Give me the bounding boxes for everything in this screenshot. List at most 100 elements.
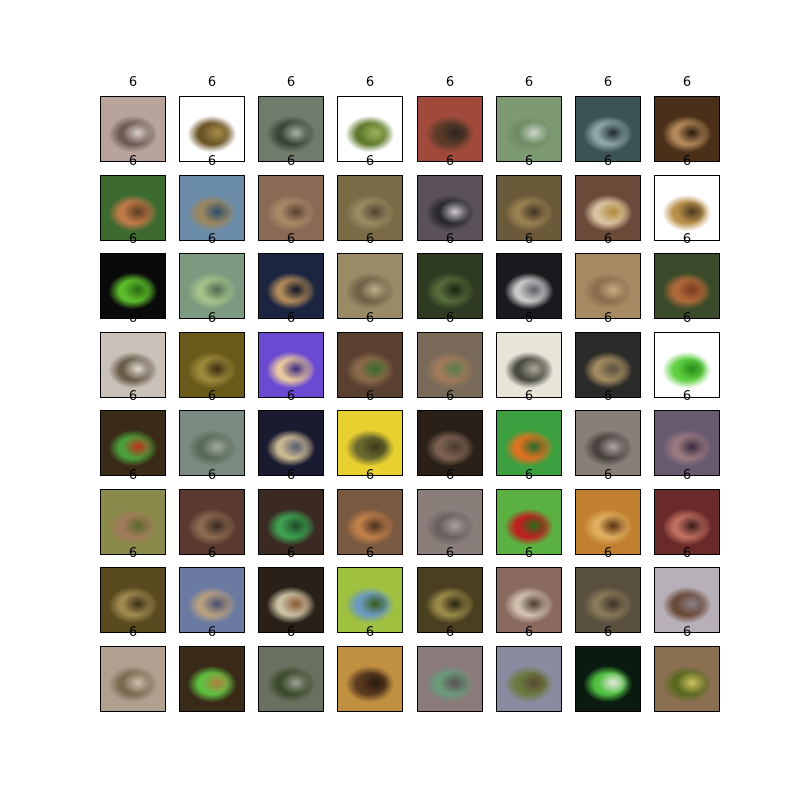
frog-image (258, 646, 324, 712)
frog-image (654, 175, 720, 241)
image-label: 6 (365, 232, 375, 247)
image-label: 6 (286, 232, 296, 247)
image-label: 6 (682, 232, 692, 247)
image-label: 6 (603, 232, 613, 247)
image-label: 6 (682, 75, 692, 90)
frog-image (337, 96, 403, 162)
image-label: 6 (524, 468, 534, 483)
image-label: 6 (365, 75, 375, 90)
image-label: 6 (207, 468, 217, 483)
frog-image (258, 332, 324, 398)
frog-image (100, 175, 166, 241)
image-label: 6 (524, 154, 534, 169)
frog-image (575, 253, 641, 319)
image-label: 6 (603, 154, 613, 169)
frog-image (654, 332, 720, 398)
frog-image (496, 96, 562, 162)
frog-image (337, 410, 403, 476)
frog-image (654, 489, 720, 555)
image-label: 6 (603, 311, 613, 326)
image-label: 6 (207, 311, 217, 326)
image-label: 6 (128, 546, 138, 561)
image-label: 6 (286, 75, 296, 90)
frog-image (417, 410, 483, 476)
frog-image (100, 410, 166, 476)
frog-image (575, 489, 641, 555)
frog-image (417, 253, 483, 319)
frog-image (100, 96, 166, 162)
frog-image (179, 253, 245, 319)
image-label: 6 (128, 625, 138, 640)
image-label: 6 (365, 468, 375, 483)
image-label: 6 (445, 311, 455, 326)
frog-image (654, 410, 720, 476)
frog-image (496, 567, 562, 633)
image-label: 6 (445, 468, 455, 483)
frog-image (100, 253, 166, 319)
frog-image (337, 332, 403, 398)
image-label: 6 (128, 311, 138, 326)
frog-image (496, 175, 562, 241)
image-label: 6 (682, 154, 692, 169)
image-label: 6 (286, 154, 296, 169)
image-label: 6 (365, 311, 375, 326)
image-label: 6 (445, 546, 455, 561)
frog-image (179, 175, 245, 241)
frog-image (258, 567, 324, 633)
frog-image (654, 646, 720, 712)
frog-image (496, 332, 562, 398)
image-label: 6 (524, 75, 534, 90)
image-label: 6 (603, 389, 613, 404)
image-label: 6 (365, 389, 375, 404)
image-label: 6 (524, 546, 534, 561)
frog-image (417, 646, 483, 712)
image-label: 6 (682, 625, 692, 640)
frog-image (417, 489, 483, 555)
frog-image (258, 489, 324, 555)
frog-image (496, 646, 562, 712)
image-label: 6 (286, 311, 296, 326)
frog-image (258, 175, 324, 241)
image-label: 6 (365, 625, 375, 640)
image-label: 6 (286, 389, 296, 404)
frog-image (337, 646, 403, 712)
image-label: 6 (445, 232, 455, 247)
frog-image (417, 567, 483, 633)
frog-image (337, 489, 403, 555)
image-label: 6 (128, 75, 138, 90)
image-label: 6 (445, 389, 455, 404)
image-label: 6 (445, 75, 455, 90)
image-label: 6 (365, 154, 375, 169)
frog-image (179, 410, 245, 476)
frog-image (417, 332, 483, 398)
image-label: 6 (207, 75, 217, 90)
frog-image (337, 253, 403, 319)
image-label: 6 (128, 389, 138, 404)
image-label: 6 (445, 154, 455, 169)
image-label: 6 (603, 75, 613, 90)
image-label: 6 (524, 311, 534, 326)
frog-image (496, 489, 562, 555)
frog-image (100, 567, 166, 633)
image-label: 6 (286, 546, 296, 561)
frog-image (258, 410, 324, 476)
frog-image (337, 175, 403, 241)
image-label: 6 (524, 389, 534, 404)
image-label: 6 (207, 546, 217, 561)
frog-image (100, 332, 166, 398)
image-label: 6 (207, 625, 217, 640)
frog-image (575, 646, 641, 712)
image-label: 6 (524, 625, 534, 640)
frog-image (654, 96, 720, 162)
frog-image (496, 410, 562, 476)
frog-image (179, 96, 245, 162)
frog-image (496, 253, 562, 319)
image-label: 6 (365, 546, 375, 561)
image-label: 6 (682, 546, 692, 561)
image-label: 6 (286, 468, 296, 483)
image-label: 6 (207, 154, 217, 169)
frog-image (417, 96, 483, 162)
frog-image (179, 567, 245, 633)
image-label: 6 (128, 154, 138, 169)
